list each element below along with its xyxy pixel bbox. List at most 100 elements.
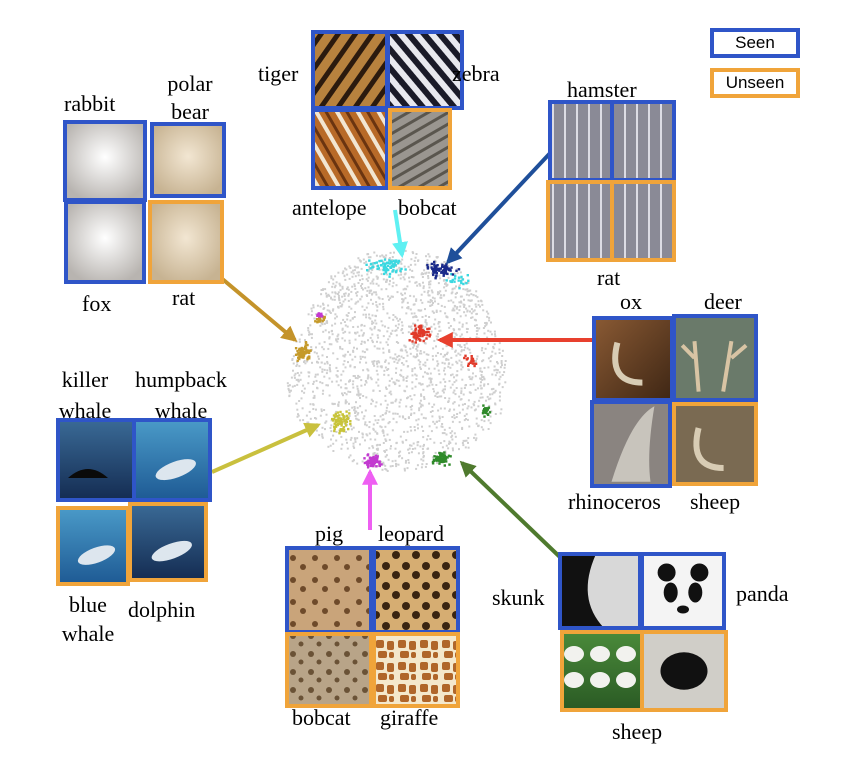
scatter-point: [408, 447, 411, 450]
scatter-point: [361, 283, 364, 285]
cluster-point-horns: [418, 339, 422, 342]
scatter-point: [347, 288, 350, 291]
scatter-point: [499, 412, 502, 415]
cluster-point-black-white: [443, 451, 446, 454]
scatter-point: [453, 414, 456, 417]
scatter-point: [498, 352, 501, 354]
cluster-point-spots: [368, 456, 372, 460]
label-sheep-flock: sheep: [612, 719, 663, 744]
scatter-point: [479, 305, 481, 308]
cluster-point-stripes: [368, 259, 371, 262]
scatter-point: [416, 464, 419, 467]
cluster-point-spots: [372, 463, 376, 466]
scatter-point: [357, 271, 360, 274]
scatter-point: [396, 361, 399, 364]
scatter-point: [300, 333, 303, 336]
cluster-point-spots: [366, 454, 369, 457]
scatter-point: [409, 308, 412, 311]
scatter-point: [352, 386, 355, 389]
scatter-point: [435, 345, 437, 348]
scatter-point: [407, 396, 410, 399]
scatter-point: [480, 374, 483, 376]
scatter-point: [372, 360, 375, 363]
scatter-point: [401, 440, 404, 443]
scatter-point: [453, 287, 456, 290]
scatter-point: [447, 358, 450, 361]
cluster-point-stripes: [386, 264, 390, 267]
cluster-point-horns: [408, 339, 411, 342]
cluster-point-horns: [469, 361, 472, 364]
scatter-point: [331, 298, 334, 301]
cluster-point-black-white: [433, 455, 436, 458]
scatter-point: [390, 295, 393, 298]
cluster-point-horns: [410, 332, 413, 335]
scatter-point: [335, 439, 338, 442]
scatter-point: [320, 361, 323, 364]
scatter-point: [501, 355, 504, 357]
scatter-point: [375, 381, 378, 384]
scatter-point: [436, 462, 438, 464]
scatter-point: [394, 383, 396, 386]
scatter-point: [426, 358, 429, 361]
scatter-point: [388, 421, 391, 423]
cluster-point-sea: [335, 423, 338, 427]
scatter-point: [453, 319, 456, 322]
scatter-point: [435, 354, 438, 357]
scatter-point: [409, 347, 412, 350]
cluster-point-white-fur: [308, 355, 311, 359]
cluster-point-sea: [334, 412, 337, 416]
scatter-point: [433, 403, 436, 406]
scatter-point: [500, 360, 503, 362]
scatter-point: [400, 262, 403, 265]
scatter-point: [430, 430, 433, 433]
scatter-point: [472, 403, 475, 406]
scatter-point: [323, 362, 326, 365]
label-bobcat-bottom: bobcat: [292, 705, 351, 730]
cluster-point-rodent-cage: [445, 263, 448, 266]
scatter-point: [408, 325, 410, 328]
scatter-point: [389, 356, 392, 359]
scatter-point: [379, 443, 381, 446]
scatter-point: [444, 373, 447, 376]
scatter-point: [404, 249, 407, 252]
tile-border-seen: [640, 552, 726, 630]
scatter-point: [447, 322, 450, 324]
scatter-point: [498, 399, 501, 402]
scatter-point: [401, 306, 404, 309]
scatter-point: [475, 324, 478, 327]
scatter-point: [459, 353, 462, 356]
scatter-point: [343, 339, 346, 342]
cluster-point-rodent-cage: [441, 263, 444, 267]
scatter-point: [384, 366, 387, 369]
cluster-point-horns: [414, 341, 417, 344]
scatter-point: [361, 278, 364, 281]
scatter-point: [421, 463, 424, 466]
scatter-point: [492, 387, 495, 390]
cluster-point-black-white: [435, 458, 438, 461]
cluster-point-black-white: [447, 454, 451, 457]
scatter-point: [483, 420, 486, 423]
scatter-point: [328, 337, 331, 340]
scatter-point: [414, 429, 416, 432]
scatter-point: [416, 353, 418, 356]
scatter-point: [355, 401, 357, 404]
scatter-point: [310, 314, 313, 317]
scatter-point: [453, 304, 456, 307]
scatter-point: [347, 299, 350, 302]
scatter-point: [351, 275, 354, 278]
scatter-point: [392, 412, 395, 415]
cluster-point-white-fur: [300, 350, 303, 353]
scatter-point: [435, 256, 438, 259]
scatter-point: [428, 281, 431, 284]
cluster-point-black-white: [487, 406, 491, 409]
cluster-point-horns: [416, 334, 419, 338]
scatter-point: [480, 299, 482, 302]
scatter-point: [479, 370, 482, 373]
scatter-point: [359, 393, 362, 396]
scatter-point: [489, 330, 492, 333]
scatter-point: [417, 343, 420, 346]
cluster-point-stripes: [400, 267, 403, 271]
cage-photo-icon: [548, 100, 614, 182]
scatter-point: [360, 295, 363, 298]
scatter-point: [479, 384, 482, 387]
